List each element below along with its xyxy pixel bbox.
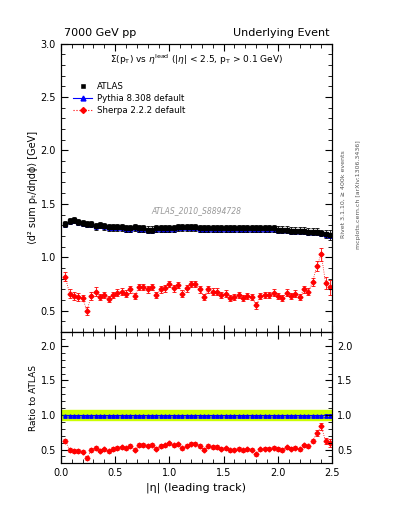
Text: $\Sigma$(p$_\mathrm{T}$) vs $\eta^\mathrm{lead}$ (|$\eta$| < 2.5, p$_\mathrm{T}$: $\Sigma$(p$_\mathrm{T}$) vs $\eta^\mathr… xyxy=(110,52,283,67)
Bar xyxy=(61,410,332,420)
Text: Underlying Event: Underlying Event xyxy=(233,28,329,38)
Text: 7000 GeV pp: 7000 GeV pp xyxy=(64,28,136,38)
Legend: ATLAS, Pythia 8.308 default, Sherpa 2.2.2 default: ATLAS, Pythia 8.308 default, Sherpa 2.2.… xyxy=(73,82,185,115)
Y-axis label: ⟨d² sum pₜ/dηdϕ⟩ [GeV]: ⟨d² sum pₜ/dηdϕ⟩ [GeV] xyxy=(28,131,38,244)
Y-axis label: Ratio to ATLAS: Ratio to ATLAS xyxy=(29,365,38,431)
Text: mcplots.cern.ch [arXiv:1306.3436]: mcplots.cern.ch [arXiv:1306.3436] xyxy=(356,140,361,249)
Text: Rivet 3.1.10, ≥ 400k events: Rivet 3.1.10, ≥ 400k events xyxy=(341,151,346,239)
Text: ATLAS_2010_S8894728: ATLAS_2010_S8894728 xyxy=(151,206,242,216)
X-axis label: |η| (leading track): |η| (leading track) xyxy=(147,482,246,493)
